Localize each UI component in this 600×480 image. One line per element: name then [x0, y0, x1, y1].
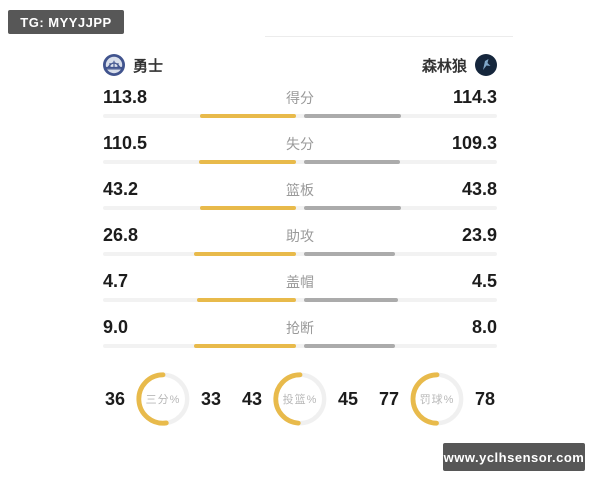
stat-label: 篮板: [286, 182, 314, 198]
stat-compare-bar: [103, 206, 497, 210]
away-team-name: 森林狼: [421, 57, 467, 75]
stat-compare-bar: [103, 252, 497, 256]
gauge-circle: 三分%: [134, 370, 192, 428]
home-bar-fill: [197, 298, 296, 302]
team-header: 勇士 森林狼: [103, 48, 497, 82]
away-bar-fill: [304, 160, 400, 164]
stat-row: 110.5 失分 109.3: [103, 128, 497, 174]
stat-away-value: 114.3: [452, 87, 497, 107]
gauge-circle: 投篮%: [271, 370, 329, 428]
stat-compare-bar: [103, 114, 497, 118]
gauge-away-value: 78: [474, 388, 495, 409]
home-bar-fill: [193, 344, 296, 348]
gauge-label: 罚球%: [419, 394, 455, 406]
stat-row: 4.7 盖帽 4.5: [103, 266, 497, 312]
gauge: 36 三分% 33: [105, 370, 221, 428]
stats-list: 113.8 得分 114.3 110.5 失分 109.3 43.2 篮板 43…: [103, 82, 497, 358]
gauges-row: 36 三分% 33 43 投篮% 45 77 罚球%: [103, 370, 497, 428]
bar-track: [103, 252, 497, 256]
bar-track: [103, 160, 497, 164]
bar-track: [103, 344, 497, 348]
stat-compare-bar: [103, 344, 497, 348]
gauge-home-value: 77: [378, 388, 399, 409]
home-team: 勇士: [103, 54, 163, 76]
stat-home-value: 26.8: [103, 225, 139, 245]
stat-label: 得分: [286, 90, 314, 106]
gauge-label: 三分%: [145, 394, 181, 406]
stat-home-value: 9.0: [103, 317, 129, 337]
gauge-home-value: 36: [105, 388, 126, 409]
stat-away-value: 23.9: [461, 225, 497, 245]
stat-label: 助攻: [286, 228, 314, 244]
gauge-label: 投篮%: [282, 394, 318, 406]
bar-track: [103, 298, 497, 302]
away-bar-fill: [304, 252, 395, 256]
gauge: 77 罚球% 78: [379, 370, 495, 428]
gauge-home-arc: [273, 372, 303, 426]
gauge-away-value: 45: [338, 388, 359, 409]
home-bar-fill: [200, 206, 296, 210]
top-divider: [265, 36, 513, 37]
stat-row: 113.8 得分 114.3: [103, 82, 497, 128]
watermark: www.yclhsensor.com: [443, 443, 585, 471]
gauge: 43 投篮% 45: [242, 370, 358, 428]
home-bar-fill: [198, 160, 296, 164]
tg-badge-text: TG: MYYJJPP: [20, 14, 112, 30]
away-bar-fill: [304, 206, 402, 210]
stat-home-value: 4.7: [103, 271, 129, 291]
home-team-name: 勇士: [133, 57, 164, 75]
gauge-circle: 罚球%: [408, 370, 466, 428]
timberwolves-logo-icon: [475, 54, 497, 76]
gauge-home-value: 43: [241, 388, 262, 409]
tg-badge: TG: MYYJJPP: [8, 10, 124, 34]
stat-home-value: 113.8: [103, 87, 148, 107]
stat-home-value: 43.2: [103, 179, 139, 199]
stat-away-value: 4.5: [471, 271, 497, 291]
stat-row: 26.8 助攻 23.9: [103, 220, 497, 266]
stats-card: 勇士 森林狼 113.8 得分 114.3: [85, 44, 515, 428]
stat-label: 失分: [286, 136, 314, 152]
stat-label: 盖帽: [286, 274, 314, 290]
warriors-logo-icon: [103, 54, 125, 76]
gauge-home-arc: [410, 372, 440, 426]
stat-compare-bar: [103, 298, 497, 302]
stat-label: 抢断: [286, 320, 314, 336]
home-bar-fill: [193, 252, 296, 256]
away-bar-fill: [304, 114, 401, 118]
stat-away-value: 43.8: [461, 179, 497, 199]
home-bar-fill: [199, 114, 296, 118]
stat-away-value: 8.0: [471, 317, 497, 337]
stat-compare-bar: [103, 160, 497, 164]
stat-row: 9.0 抢断 8.0: [103, 312, 497, 358]
away-bar-fill: [304, 344, 395, 348]
away-team: 森林狼: [422, 54, 497, 76]
stat-home-value: 110.5: [103, 133, 148, 153]
stat-away-value: 109.3: [451, 133, 497, 153]
watermark-text: www.yclhsensor.com: [443, 449, 585, 465]
stat-row: 43.2 篮板 43.8: [103, 174, 497, 220]
gauge-home-arc: [136, 372, 169, 426]
gauge-away-value: 33: [201, 388, 222, 409]
away-bar-fill: [304, 298, 399, 302]
bar-track: [103, 114, 497, 118]
bar-track: [103, 206, 497, 210]
